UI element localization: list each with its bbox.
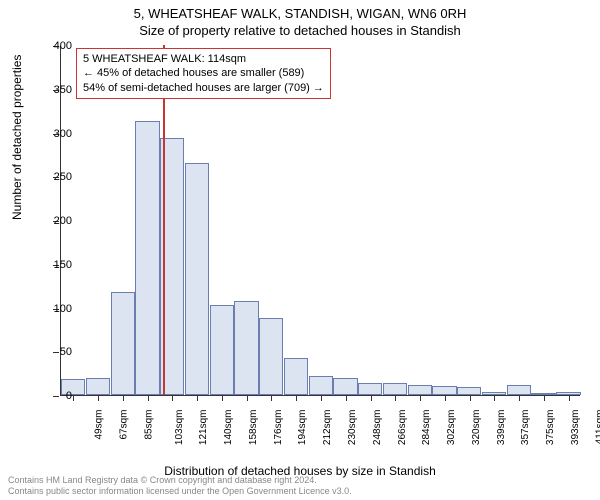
x-tick — [346, 396, 347, 401]
histogram-bar — [383, 383, 407, 395]
annotation-line: ← 45% of detached houses are smaller (58… — [83, 66, 324, 80]
x-tick — [197, 396, 198, 401]
y-tick-label: 50 — [42, 346, 72, 358]
histogram-bar — [309, 376, 333, 395]
histogram-bar — [482, 392, 506, 396]
y-tick-label: 300 — [42, 128, 72, 140]
x-tick — [494, 396, 495, 401]
x-tick — [371, 396, 372, 401]
histogram-bar — [111, 292, 135, 395]
x-tick — [544, 396, 545, 401]
x-tick-label: 158sqm — [248, 410, 259, 446]
x-tick — [420, 396, 421, 401]
annotation-line: 5 WHEATSHEAF WALK: 114sqm — [83, 52, 324, 66]
histogram-bar — [531, 393, 555, 395]
copyright-footer: Contains HM Land Registry data © Crown c… — [8, 475, 352, 497]
y-tick-label: 350 — [42, 84, 72, 96]
x-tick — [321, 396, 322, 401]
x-tick — [222, 396, 223, 401]
y-tick-label: 0 — [42, 390, 72, 402]
x-tick — [395, 396, 396, 401]
y-tick-label: 400 — [42, 40, 72, 52]
histogram-bar — [86, 378, 110, 395]
x-tick-label: 393sqm — [570, 410, 581, 446]
x-tick-label: 266sqm — [397, 410, 408, 446]
x-tick-label: 140sqm — [223, 410, 234, 446]
y-axis-label: Number of detached properties — [10, 55, 24, 220]
annotation-line: 54% of semi-detached houses are larger (… — [83, 81, 324, 95]
x-tick-label: 67sqm — [119, 410, 130, 440]
x-tick-label: 194sqm — [298, 410, 309, 446]
footer-line: Contains HM Land Registry data © Crown c… — [8, 475, 352, 486]
y-tick-label: 150 — [42, 259, 72, 271]
histogram-bar — [358, 383, 382, 395]
histogram-chart — [60, 46, 580, 416]
y-tick-label: 100 — [42, 303, 72, 315]
x-tick-label: 49sqm — [94, 410, 105, 440]
histogram-bar — [333, 378, 357, 396]
histogram-bar — [234, 301, 258, 395]
x-tick — [73, 396, 74, 401]
y-tick-label: 250 — [42, 171, 72, 183]
histogram-bar — [259, 318, 283, 395]
x-tick-label: 212sqm — [322, 410, 333, 446]
histogram-bar — [185, 163, 209, 395]
histogram-bar — [556, 392, 580, 395]
page-title: 5, WHEATSHEAF WALK, STANDISH, WIGAN, WN6… — [0, 6, 600, 21]
x-tick-label: 103sqm — [174, 410, 185, 446]
x-tick — [172, 396, 173, 401]
x-tick-label: 176sqm — [273, 410, 284, 446]
y-tick-label: 200 — [42, 215, 72, 227]
x-tick-label: 121sqm — [199, 410, 210, 446]
histogram-bar — [284, 358, 308, 395]
x-tick-label: 284sqm — [421, 410, 432, 446]
x-tick-label: 411sqm — [594, 410, 600, 445]
x-tick — [247, 396, 248, 401]
x-tick — [271, 396, 272, 401]
x-tick-label: 248sqm — [372, 410, 383, 446]
x-tick — [569, 396, 570, 401]
x-tick — [98, 396, 99, 401]
x-tick — [470, 396, 471, 401]
x-tick — [296, 396, 297, 401]
x-tick-label: 85sqm — [143, 410, 154, 440]
x-tick-label: 375sqm — [545, 410, 556, 446]
x-tick-label: 339sqm — [496, 410, 507, 446]
x-tick — [519, 396, 520, 401]
page-subtitle: Size of property relative to detached ho… — [0, 23, 600, 38]
marker-annotation: 5 WHEATSHEAF WALK: 114sqm← 45% of detach… — [76, 48, 331, 99]
histogram-bar — [507, 385, 531, 396]
footer-line: Contains public sector information licen… — [8, 486, 352, 497]
x-tick-label: 230sqm — [347, 410, 358, 446]
x-tick — [148, 396, 149, 401]
histogram-bar — [432, 386, 456, 395]
histogram-bar — [457, 387, 481, 395]
histogram-bar — [210, 305, 234, 395]
x-tick-label: 320sqm — [471, 410, 482, 446]
histogram-bar — [408, 385, 432, 396]
x-tick — [445, 396, 446, 401]
x-tick — [123, 396, 124, 401]
x-tick-label: 302sqm — [446, 410, 457, 446]
histogram-bar — [135, 121, 159, 395]
x-tick-label: 357sqm — [520, 410, 531, 446]
